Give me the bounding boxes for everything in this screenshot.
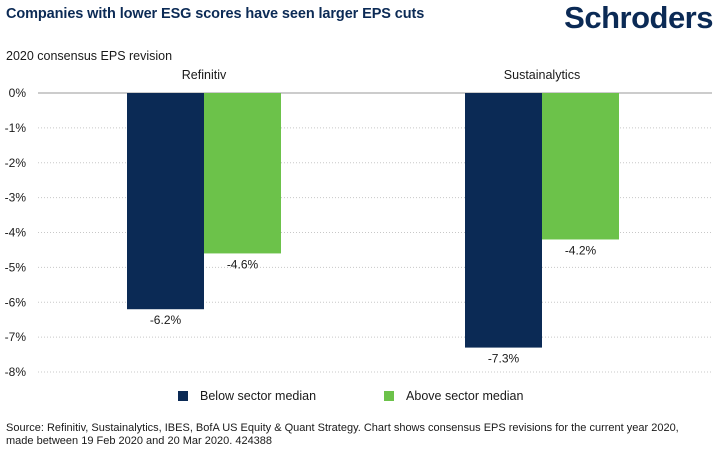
chart-subtitle: 2020 consensus EPS revision [6, 49, 173, 63]
data-label: -4.6% [227, 257, 259, 271]
bar [542, 93, 619, 240]
schroders-logo: Schroders [564, 0, 713, 35]
category-label: Refinitiv [182, 68, 227, 82]
y-tick-label: -8% [5, 365, 27, 379]
legend-label-below: Below sector median [200, 389, 317, 403]
y-tick-label: -7% [5, 330, 27, 344]
bar [127, 93, 204, 310]
y-tick-label: 0% [9, 86, 27, 100]
y-tick-label: -6% [5, 295, 27, 309]
legend: Below sector median Above sector median [178, 389, 523, 403]
category-labels: Refinitiv Sustainalytics [182, 68, 580, 82]
source-note: Source: Refinitiv, Sustainalytics, IBES,… [6, 422, 679, 447]
chart-title: Companies with lower ESG scores have see… [6, 6, 425, 22]
legend-swatch-below [178, 391, 188, 401]
data-label: -6.2% [150, 313, 182, 327]
y-tick-label: -2% [5, 156, 27, 170]
y-axis-ticks: 0% -1% -2% -3% -4% -5% -6% -7% -8% [5, 86, 27, 379]
bar [465, 93, 542, 348]
legend-label-above: Above sector median [406, 389, 524, 403]
y-tick-label: -4% [5, 226, 27, 240]
bars [127, 93, 619, 348]
category-label: Sustainalytics [504, 68, 580, 82]
legend-item-below: Below sector median [178, 389, 316, 403]
legend-item-above: Above sector median [384, 389, 523, 403]
data-label: -7.3% [488, 352, 520, 366]
data-labels: -6.2% -4.6% -7.3% -4.2% [150, 243, 597, 365]
y-tick-label: -1% [5, 121, 27, 135]
y-tick-label: -5% [5, 260, 27, 274]
legend-swatch-above [384, 391, 395, 401]
bar [204, 93, 281, 254]
data-label: -4.2% [565, 243, 597, 257]
y-tick-label: -3% [5, 191, 27, 205]
